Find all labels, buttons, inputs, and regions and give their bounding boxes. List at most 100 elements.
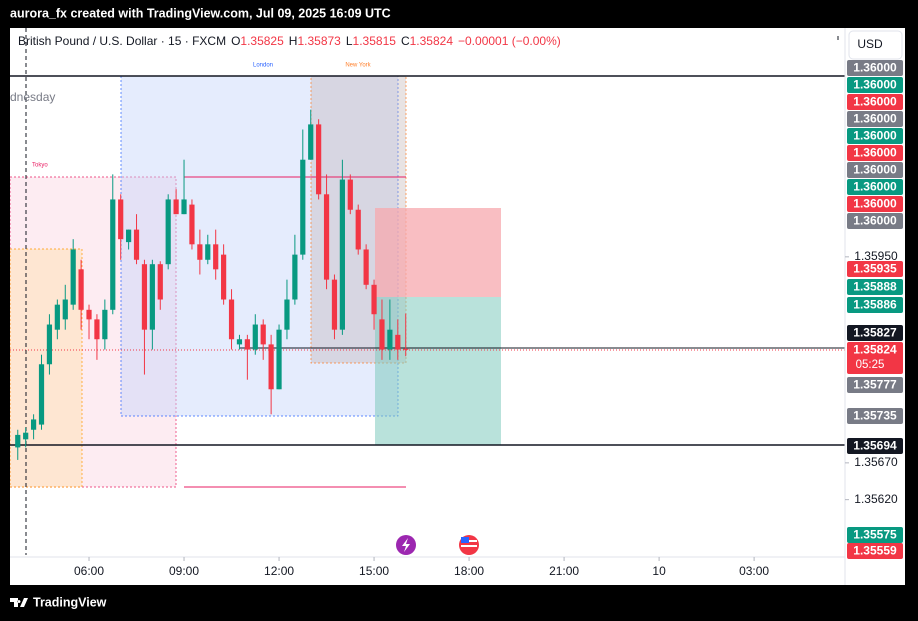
candle-body	[363, 249, 369, 285]
candle-body	[221, 254, 227, 300]
candle-body	[149, 264, 155, 330]
legend-value: 1.35824	[410, 34, 454, 48]
price-tag-label: 1.35935	[853, 262, 897, 276]
candle-body	[189, 204, 195, 245]
price-tag	[847, 213, 903, 229]
footer-brand: TradingView	[33, 595, 107, 609]
price-tag	[847, 325, 903, 341]
flag-canton	[461, 537, 469, 543]
price-tag	[847, 111, 903, 127]
price-tag	[847, 377, 903, 393]
session-label: New York	[345, 63, 371, 69]
candle-body	[54, 304, 60, 330]
candle-body	[292, 254, 298, 300]
legend-key: O	[231, 34, 240, 48]
price-tag-label: 1.36000	[853, 78, 897, 92]
price-tag-label: 1.36000	[853, 214, 897, 228]
target-zone	[375, 297, 501, 445]
candle-body	[331, 279, 338, 330]
candle-body	[276, 329, 282, 390]
candle-body	[284, 299, 290, 330]
price-tag-label: 1.35827	[853, 326, 897, 340]
price-tag	[847, 279, 903, 295]
candle-body	[300, 159, 306, 255]
price-tag	[847, 408, 903, 424]
candle-body	[347, 179, 353, 210]
legend-key: C	[401, 34, 410, 48]
price-tag-label: 1.35694	[853, 439, 897, 453]
candle-body	[86, 309, 92, 320]
price-tag	[847, 128, 903, 144]
y-tick-label: 1.35620	[854, 492, 898, 506]
price-tag	[847, 261, 903, 277]
price-tag	[847, 94, 903, 110]
price-tag	[847, 297, 903, 313]
price-tag	[847, 438, 903, 454]
logo-mark	[10, 598, 28, 607]
candle-body	[260, 324, 266, 345]
x-tick-label: 15:00	[359, 564, 389, 578]
candle-body	[102, 309, 108, 340]
candle-body	[78, 269, 84, 310]
legend-key: L	[346, 34, 353, 48]
footer-logo	[10, 598, 28, 607]
price-tag-label: 1.35886	[853, 298, 897, 312]
price-tag-label: 1.35575	[853, 528, 897, 542]
price-tag-label: 1.35735	[853, 409, 897, 423]
candle-body	[197, 244, 203, 260]
candle-body	[94, 319, 100, 340]
price-tag-label: 1.36000	[853, 95, 897, 109]
x-tick-label: 09:00	[169, 564, 199, 578]
price-tag	[847, 179, 903, 195]
candle-body	[268, 344, 274, 390]
price-tag	[847, 543, 903, 559]
candle-body	[173, 199, 179, 215]
candle-body	[244, 339, 250, 350]
price-tag-label: 1.36000	[853, 163, 897, 177]
price-tag-label: 1.36000	[853, 180, 897, 194]
candle-body	[70, 249, 76, 305]
price-tag	[847, 527, 903, 543]
session-label: Tokyo	[32, 163, 48, 169]
candle-body	[379, 319, 385, 350]
candle-body	[165, 199, 171, 265]
currency-button[interactable]	[848, 30, 903, 60]
price-tag	[847, 342, 903, 374]
price-tag-label: 1.35559	[853, 544, 897, 558]
event-icon-glyph	[402, 538, 410, 552]
symbol: British Pound / U.S. Dollar · 15 · FXCM	[18, 34, 226, 48]
candle-body	[126, 229, 132, 243]
candle-body	[133, 229, 140, 260]
candle-body	[213, 244, 219, 270]
legend-change: −0.00001 (−0.00%)	[458, 34, 561, 48]
candle-body	[157, 264, 163, 300]
x-tick-label: 06:00	[74, 564, 104, 578]
x-tick-label: 10	[652, 564, 666, 578]
candle-body	[323, 194, 330, 280]
legend: British Pound / U.S. Dollar · 15 · FXCM O…	[18, 34, 561, 48]
candle-body	[316, 124, 322, 195]
day-label: dnesday	[10, 90, 55, 104]
candle-body	[30, 419, 37, 430]
candle-body	[371, 284, 377, 315]
candle-body	[395, 334, 401, 350]
candle-body	[23, 432, 29, 440]
candle-body	[387, 329, 393, 350]
y-tick-label: 1.35670	[854, 455, 898, 469]
currency-label[interactable]: USD	[857, 37, 883, 51]
candle-body	[252, 324, 258, 350]
candle-body	[15, 434, 21, 448]
legend-value: 1.35873	[297, 34, 341, 48]
candle-body	[181, 199, 187, 215]
candle-body	[355, 209, 361, 250]
candle-body	[118, 199, 124, 240]
candles	[15, 109, 409, 460]
stop-zone	[375, 208, 501, 297]
flag-stripe	[461, 545, 477, 547]
session-label: London	[253, 63, 273, 69]
countdown: 05:25	[856, 359, 885, 371]
x-tick-label: 12:00	[264, 564, 294, 578]
price-tag	[847, 196, 903, 212]
